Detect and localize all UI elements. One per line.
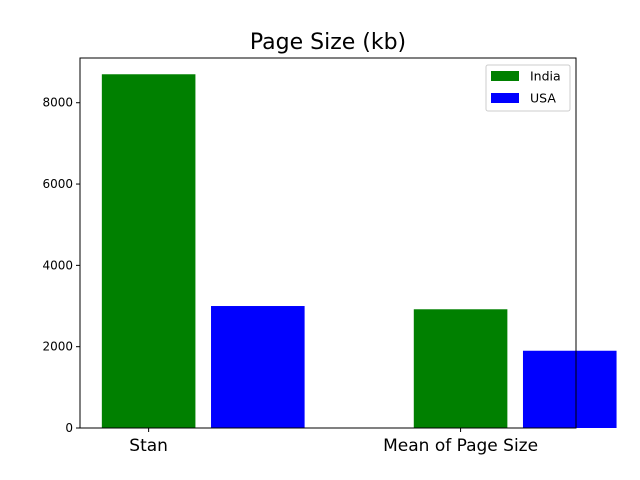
- legend-label-usa: USA: [530, 91, 556, 106]
- x-tick-label-stan: Stan: [129, 436, 168, 456]
- y-axis: 0 2000 4000 6000 8000: [42, 96, 80, 435]
- y-tick-label: 6000: [42, 177, 73, 191]
- legend-swatch-india: [491, 71, 519, 81]
- legend-label-india: India: [530, 69, 561, 84]
- y-tick-label: 4000: [42, 258, 73, 272]
- y-tick-label: 0: [65, 421, 73, 435]
- chart-title: Page Size (kb): [250, 30, 406, 55]
- legend: India USA: [485, 64, 571, 112]
- y-tick-label: 2000: [42, 340, 73, 354]
- bar-usa-stan: [211, 306, 305, 428]
- legend-swatch-usa: [491, 93, 519, 103]
- bars-group: [101, 74, 617, 428]
- bar-india-stan: [101, 74, 196, 428]
- x-tick-label-mean-of-page-size: Mean of Page Size: [383, 436, 538, 456]
- y-tick-label: 8000: [42, 96, 73, 110]
- plot-frame: [79, 57, 577, 429]
- bar-india-mean-of-page-size: [413, 309, 508, 428]
- x-axis: Stan Mean of Page Size: [129, 428, 538, 456]
- bar-usa-mean-of-page-size: [522, 350, 617, 428]
